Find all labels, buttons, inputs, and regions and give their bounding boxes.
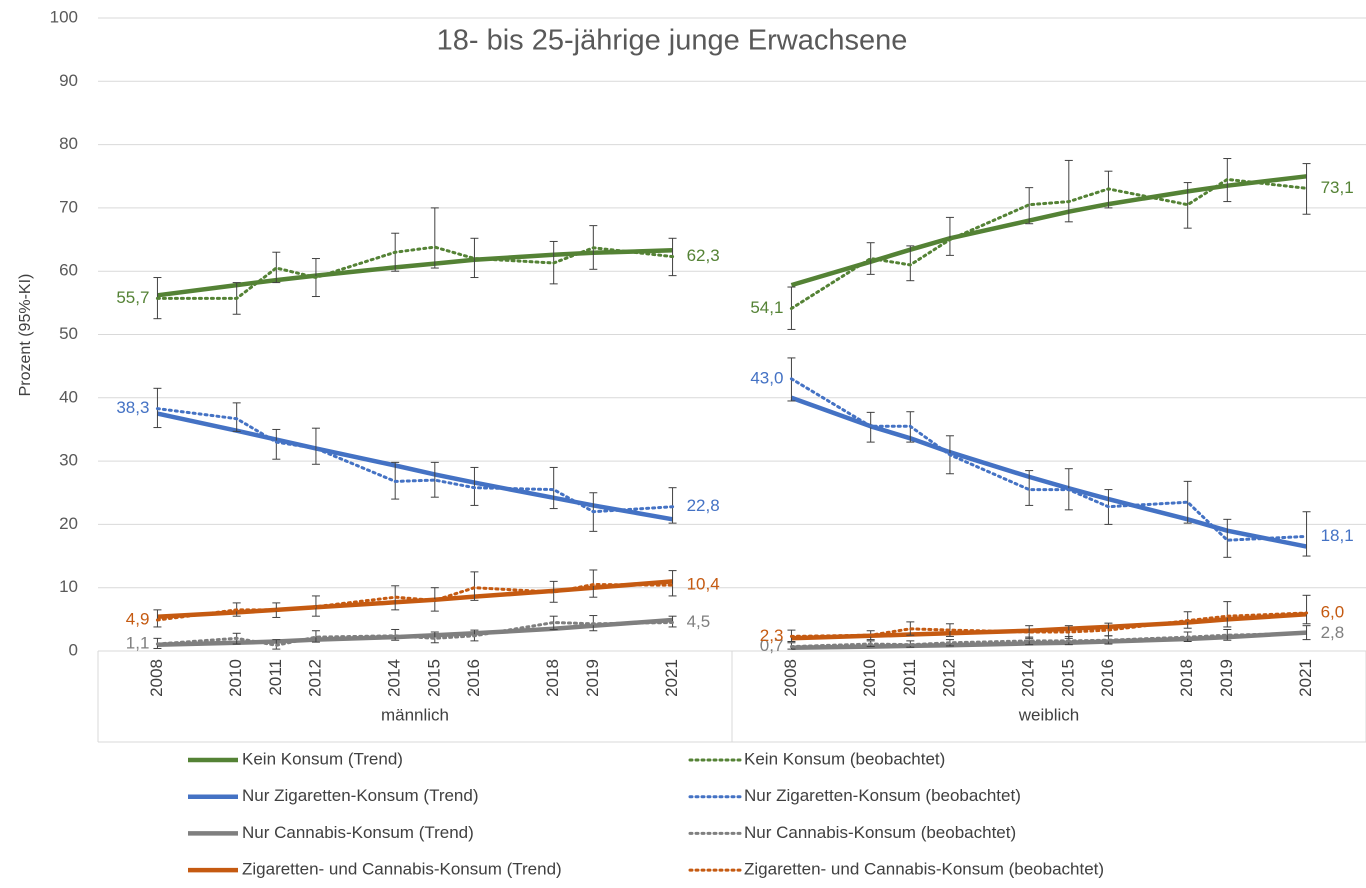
x-tick-label: 2010 xyxy=(226,659,245,697)
legend-label: Kein Konsum (beobachtet) xyxy=(744,749,945,768)
x-tick-label: 2016 xyxy=(1098,659,1117,697)
data-label: 0,7 xyxy=(760,636,784,655)
x-tick-label: 2011 xyxy=(900,659,919,696)
y-tick-label: 50 xyxy=(59,324,78,343)
observed-line xyxy=(789,631,1309,649)
group-label: männlich xyxy=(381,705,449,724)
x-tick-label: 2008 xyxy=(781,659,800,697)
x-tick-label: 2014 xyxy=(385,659,404,697)
x-tick-label: 2014 xyxy=(1019,659,1038,697)
data-label: 6,0 xyxy=(1321,603,1345,622)
data-label: 55,7 xyxy=(116,288,149,307)
legend-label: Nur Cannabis-Konsum (beobachtet) xyxy=(744,823,1016,842)
observed-line xyxy=(155,583,675,622)
y-tick-label: 40 xyxy=(59,387,78,406)
x-tick-label: 2012 xyxy=(939,659,958,697)
x-tick-label: 2021 xyxy=(1296,659,1315,697)
data-label: 18,1 xyxy=(1321,526,1354,545)
x-tick-label: 2019 xyxy=(583,659,602,697)
data-label: 10,4 xyxy=(687,575,720,594)
data-label: 2,3 xyxy=(760,626,784,645)
y-tick-label: 100 xyxy=(50,7,78,26)
legend-label: Zigaretten- und Cannabis-Konsum (beobach… xyxy=(744,860,1104,879)
observed-line xyxy=(789,177,1309,310)
y-tick-label: 0 xyxy=(69,640,78,659)
trend-line xyxy=(156,411,673,522)
y-tick-label: 60 xyxy=(59,261,78,280)
data-label: 73,1 xyxy=(1321,178,1354,197)
data-label: 2,8 xyxy=(1321,623,1345,642)
y-tick-label: 80 xyxy=(59,134,78,153)
x-tick-label: 2012 xyxy=(305,659,324,697)
x-tick-label: 2010 xyxy=(860,659,879,697)
data-label: 1,1 xyxy=(126,634,150,653)
data-label: 43,0 xyxy=(750,368,783,387)
x-tick-label: 2016 xyxy=(464,659,483,697)
data-label: 4,5 xyxy=(687,612,711,631)
data-label: 22,8 xyxy=(687,496,720,515)
data-label: 4,9 xyxy=(126,609,150,628)
observed-line xyxy=(155,621,675,647)
legend-label: Nur Zigaretten-Konsum (Trend) xyxy=(242,786,479,805)
legend-label: Zigaretten- und Cannabis-Konsum (Trend) xyxy=(242,860,562,879)
chart-title: 18- bis 25-jährige junge Erwachsene xyxy=(437,25,908,57)
trend-line xyxy=(157,248,673,298)
legend-label: Nur Cannabis-Konsum (Trend) xyxy=(242,823,474,842)
x-tick-label: 2019 xyxy=(1217,659,1236,697)
group-label: weiblich xyxy=(1018,705,1079,724)
data-label: 38,3 xyxy=(116,398,149,417)
trend-line xyxy=(791,612,1307,641)
trend-line xyxy=(790,174,1307,288)
x-tick-label: 2021 xyxy=(662,659,681,697)
y-axis-title: Prozent (95%-KI) xyxy=(17,274,34,397)
y-tick-label: 90 xyxy=(59,71,78,90)
x-tick-label: 2011 xyxy=(266,659,285,696)
legend-label: Nur Zigaretten-Konsum (beobachtet) xyxy=(744,786,1021,805)
y-tick-label: 10 xyxy=(59,577,78,596)
x-tick-label: 2018 xyxy=(1177,659,1196,697)
x-tick-label: 2018 xyxy=(543,659,562,697)
data-label: 54,1 xyxy=(750,298,783,317)
y-tick-label: 20 xyxy=(59,514,78,533)
y-tick-label: 30 xyxy=(59,451,78,470)
observed-line xyxy=(155,245,675,300)
x-tick-label: 2015 xyxy=(1058,659,1077,697)
x-tick-label: 2008 xyxy=(147,659,166,697)
observed-line xyxy=(155,407,675,514)
data-label: 62,3 xyxy=(687,246,720,265)
trend-line xyxy=(791,630,1307,651)
legend-label: Kein Konsum (Trend) xyxy=(242,749,403,768)
observed-line xyxy=(789,377,1309,542)
trend-line xyxy=(790,395,1308,549)
observed-line xyxy=(789,611,1309,638)
y-tick-label: 70 xyxy=(59,197,78,216)
x-tick-label: 2015 xyxy=(424,659,443,697)
